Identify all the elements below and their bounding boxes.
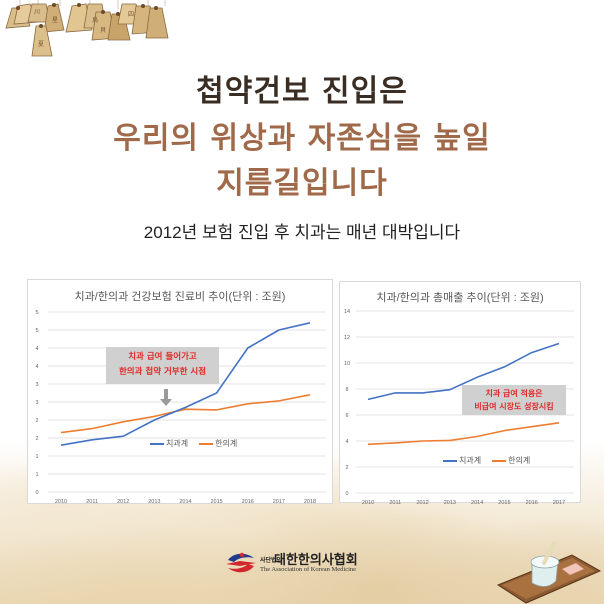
association-name-korean: 사단법인대한한의사협회: [260, 549, 358, 568]
legend-swatch-orange: [199, 442, 214, 445]
chart-legend: 치과계 한의계: [443, 455, 538, 466]
association-name: 대한한의사협회: [274, 553, 358, 568]
series-line: [367, 422, 560, 446]
headline-line-1: 첩약건보 진입은: [196, 74, 408, 109]
y-tick-label: 1: [35, 472, 38, 478]
y-tick-label: 2: [345, 465, 348, 471]
down-arrow-icon: [160, 399, 172, 406]
y-tick-label: 14: [344, 309, 350, 315]
chart-plot-area: 0 2 4 6 8 10 12 14 2010 2011 2012 2013 2014 2015 2016 2…: [344, 309, 574, 504]
x-tick-label: 2015: [211, 499, 223, 505]
series-line: [367, 342, 560, 401]
x-tick-label: 2013: [148, 499, 160, 505]
association-name-english: The Association of Korean Medicine: [260, 566, 357, 573]
y-tick-label: 0: [345, 491, 348, 497]
series-line: [60, 394, 311, 434]
svg-text:貝: 貝: [100, 27, 106, 34]
x-tick-label: 2014: [471, 500, 483, 504]
x-tick-label: 2011: [86, 499, 98, 505]
chart-legend: 치과계 한의계: [150, 438, 245, 449]
y-tick-label: 12: [344, 335, 350, 341]
y-tick-label: 6: [345, 413, 348, 419]
chart-title: 치과/한의과 건강보험 진료비 추이(단위 : 조원): [74, 291, 286, 303]
legend-label: 한의계: [215, 439, 238, 448]
x-tick-label: 2014: [179, 499, 191, 505]
annotation-line-2: 비급여 시장도 성장시킴: [474, 402, 554, 411]
svg-text:夏: 夏: [38, 41, 44, 48]
y-tick-label: 8: [345, 387, 348, 393]
headline-line-2: 우리의 위상과 자존심을 높일: [113, 121, 491, 156]
y-tick-label: 5: [35, 328, 38, 334]
svg-text:四: 四: [128, 11, 134, 18]
y-tick-label: 2: [35, 436, 38, 442]
svg-text:川: 川: [34, 9, 40, 16]
x-tick-label: 2017: [273, 499, 285, 505]
subtitle: 2012년 보험 진입 후 치과는 매년 대박입니다: [143, 223, 461, 242]
legend-label: 치과계: [166, 439, 189, 448]
legend-label: 한의계: [508, 456, 531, 465]
x-tick-label: 2010: [55, 499, 67, 505]
headline-line-3: 지름길입니다: [216, 166, 388, 201]
x-tick-label: 2016: [526, 500, 538, 504]
hanging-herb-bags-illustration: 川星夏 烏貝 四: [5, 0, 169, 57]
chart-plot-area: 0 1 1 2 2 3 3 4 4 5 5 2010 2011 2012 2013 2014 2015 2016 2…: [35, 310, 326, 505]
y-tick-label: 1: [35, 454, 38, 460]
chart-annotation-box: 치과 급여 적용은 비급여 시장도 성장시킴: [462, 385, 566, 415]
association-prefix: 사단법인: [260, 556, 283, 564]
x-tick-label: 2016: [242, 499, 254, 505]
annotation-line-1: 치과 급여 적용은: [485, 389, 543, 398]
y-tick-label: 4: [345, 439, 348, 445]
x-tick-label: 2012: [117, 499, 129, 505]
y-tick-label: 10: [344, 361, 350, 367]
y-tick-label: 4: [35, 346, 38, 352]
y-tick-label: 0: [35, 490, 38, 496]
x-tick-label: 2013: [444, 500, 456, 504]
total-revenue-trend-chart: 치과/한의과 총매출 추이(단위 : 조원) 0 2 4 6 8 10 12 14 2010 20…: [339, 281, 581, 504]
insurance-cost-trend-chart: 치과/한의과 건강보험 진료비 추이(단위 : 조원) 0 1 1 2 2 3 3 4 4 5 5 2…: [27, 279, 333, 505]
association-emblem-icon: [226, 552, 256, 573]
chart-title: 치과/한의과 총매출 추이(단위 : 조원): [376, 292, 544, 304]
legend-swatch-orange: [492, 459, 507, 462]
x-tick-label: 2012: [416, 500, 428, 504]
x-tick-label: 2011: [389, 500, 401, 504]
series-line: [60, 322, 311, 446]
y-tick-label: 4: [35, 364, 38, 370]
chart-annotation-box: 치과 급여 들어가고 한의과 첩약 거부한 시점: [106, 347, 219, 384]
arrow-shaft: [164, 389, 168, 399]
mortar-tray-illustration: [496, 541, 602, 604]
legend-item-korean-medicine: 한의계: [199, 438, 237, 449]
legend-item-dental: 치과계: [150, 438, 188, 449]
y-tick-label: 2: [35, 418, 38, 424]
y-tick-label: 3: [35, 400, 38, 406]
x-tick-label: 2010: [362, 500, 374, 504]
x-tick-label: 2017: [553, 500, 565, 504]
svg-text:星: 星: [52, 17, 58, 24]
svg-text:烏: 烏: [92, 16, 98, 24]
y-tick-label: 5: [35, 310, 38, 316]
legend-swatch-blue: [150, 442, 164, 445]
legend-label: 치과계: [459, 456, 482, 465]
legend-item-korean-medicine: 한의계: [492, 455, 530, 466]
legend-swatch-blue: [443, 459, 457, 462]
annotation-line-1: 치과 급여 들어가고: [128, 352, 197, 362]
x-tick-label: 2018: [304, 499, 316, 505]
y-tick-label: 3: [35, 382, 38, 388]
legend-item-dental: 치과계: [443, 455, 481, 466]
association-logo: 사단법인대한한의사협회 The Association of Korean Me…: [224, 548, 394, 578]
x-tick-label: 2015: [498, 500, 510, 504]
annotation-line-2: 한의과 첩약 거부한 시점: [118, 367, 207, 377]
